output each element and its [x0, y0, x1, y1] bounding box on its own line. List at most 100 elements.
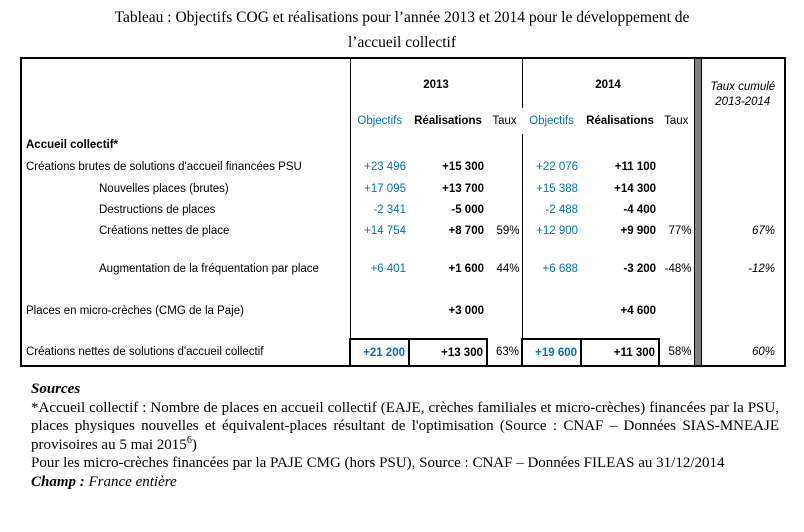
objectifs-2014-value: +12 900	[536, 224, 579, 237]
taux-cumule-value	[701, 298, 785, 324]
objectifs-2014-value: -2 488	[545, 203, 579, 216]
realisations-2014-value: -3 200	[623, 263, 657, 275]
year-2013-header: 2013	[350, 58, 523, 108]
realisations-2014-value: +4 600	[620, 305, 657, 317]
row-label: Augmentation de la fréquentation par pla…	[21, 256, 351, 282]
thick-separator	[693, 282, 702, 298]
empty-cell	[659, 134, 694, 156]
realisations-2013-header: Réalisations	[414, 115, 482, 127]
objectifs-2013-value	[350, 298, 409, 324]
thick-separator	[693, 256, 702, 282]
champ-value: France entière	[84, 473, 177, 490]
empty-corner-cell	[21, 58, 351, 108]
accueil-footnote-text: *Accueil collectif : Nombre de places en…	[31, 399, 779, 453]
taux-2014-value: -48%	[664, 263, 692, 275]
realisations-2014-value: +14 300	[614, 182, 657, 195]
taux-cumule-header: Taux cumulé 2013-2014	[701, 58, 785, 134]
objectifs-2013-value: -2 341	[373, 203, 406, 216]
champ-line: Champ : France entière	[31, 473, 779, 492]
taux-2014-value	[659, 298, 694, 324]
objectifs-2014-header: Objectifs	[529, 115, 574, 127]
thick-separator	[693, 134, 702, 156]
realisations-2013-value: +15 300	[442, 161, 484, 173]
table-row-total: Créations nettes de solutions d'accueil …	[21, 338, 785, 367]
objectifs-2013-header: Objectifs	[357, 115, 403, 127]
taux-cumule-total: 60%	[752, 346, 776, 358]
objectifs-2014-value: +22 076	[536, 161, 579, 173]
notes-section: Sources *Accueil collectif : Nombre de p…	[31, 380, 779, 492]
taux-2014-value	[659, 178, 694, 199]
table-row-nouvelles-places: Nouvelles places (brutes) +17 095 +13 70…	[21, 178, 785, 199]
table-row-destructions: Destructions de places -2 341 -5 000 -2 …	[21, 199, 785, 220]
objectifs-2013-value: +14 754	[364, 224, 406, 237]
taux-cumule-value: -12%	[748, 263, 776, 275]
table-row-augmentation-frequentation: Augmentation de la fréquentation par pla…	[21, 256, 785, 282]
empty-cell	[701, 134, 785, 156]
realisations-2014-header: Réalisations	[586, 115, 654, 127]
row-label: Places en micro-crèches (CMG de la Paje)	[21, 298, 351, 324]
thick-separator	[693, 324, 702, 339]
thick-separator	[693, 241, 702, 256]
empty-cell	[487, 134, 523, 156]
accueil-footnote-close: )	[191, 436, 197, 453]
objectifs-2014-value: +15 388	[536, 182, 579, 195]
taux-2014-header: Taux	[664, 115, 689, 127]
taux-2013-value	[487, 298, 523, 324]
spacer-row	[21, 282, 785, 298]
spacer-row	[21, 324, 785, 339]
realisations-2013-value: +3 000	[448, 305, 485, 317]
taux-2014-value: 77%	[668, 224, 692, 237]
thick-separator	[693, 220, 702, 241]
column-header-row: Objectifs Réalisations Taux Objectifs Ré…	[21, 108, 785, 134]
accueil-collectif-footnote: *Accueil collectif : Nombre de places en…	[31, 399, 779, 455]
thick-separator	[693, 339, 702, 366]
realisations-2013-value: -5 000	[451, 203, 484, 216]
realisations-2014-value: +11 100	[614, 161, 657, 173]
taux-2013-value	[487, 199, 523, 220]
taux-cumule-value: 67%	[752, 224, 776, 237]
row-label: Créations nettes de place	[21, 220, 351, 241]
taux-2013-header: Taux	[492, 115, 517, 127]
realisations-2014-value: -4 400	[623, 203, 657, 216]
empty-cell	[21, 108, 351, 134]
table-row-section: Accueil collectif*	[21, 134, 785, 156]
thick-separator	[693, 58, 702, 108]
row-label: Destructions de places	[21, 199, 351, 220]
objectifs-2013-total: +21 200	[349, 338, 410, 367]
spacer-row	[21, 241, 785, 256]
taux-cumule-value	[701, 178, 785, 199]
empty-cell	[581, 134, 659, 156]
empty-cell	[522, 134, 581, 156]
thick-separator	[693, 298, 702, 324]
thick-separator	[693, 178, 702, 199]
taux-2014-total: 58%	[668, 346, 692, 358]
page-title-line1: Tableau : Objectifs COG et réalisations …	[114, 9, 690, 26]
empty-cell	[350, 134, 409, 156]
realisations-2013-total: +13 300	[408, 338, 488, 367]
objectifs-2013-value: +23 496	[364, 161, 406, 173]
table-row-creations-nettes-place: Créations nettes de place +14 754 +8 700…	[21, 220, 785, 241]
taux-2013-value	[487, 156, 523, 178]
row-label-accueil-collectif: Accueil collectif*	[21, 134, 351, 156]
footnote-reference: 6	[186, 434, 192, 446]
realisations-2014-total: +11 300	[580, 338, 661, 367]
year-2014-header: 2014	[522, 58, 695, 108]
page-title-line2: l’accueil collectif	[347, 34, 456, 51]
row-label: Créations nettes de solutions d'accueil …	[21, 339, 351, 366]
row-label: Créations brutes de solutions d'accueil …	[21, 156, 351, 178]
thick-separator	[693, 199, 702, 220]
row-label: Nouvelles places (brutes)	[21, 178, 351, 199]
objectifs-2013-value: +17 095	[364, 182, 406, 195]
objectifs-2014-total: +19 600	[521, 338, 583, 367]
objectifs-2014-value: +6 688	[542, 263, 579, 275]
taux-2014-value	[659, 199, 694, 220]
taux-2014-value	[659, 156, 694, 178]
champ-label: Champ :	[31, 473, 85, 490]
table-row-creations-brutes: Créations brutes de solutions d'accueil …	[21, 156, 785, 178]
paje-footnote: Pour les micro-crèches financées par la …	[31, 455, 725, 472]
empty-cell	[409, 134, 487, 156]
page-title: Tableau : Objectifs COG et réalisations …	[0, 5, 804, 55]
taux-2013-total: 63%	[487, 339, 523, 366]
realisations-2013-value: +13 700	[442, 182, 484, 195]
taux-2013-value: 59%	[487, 220, 523, 241]
